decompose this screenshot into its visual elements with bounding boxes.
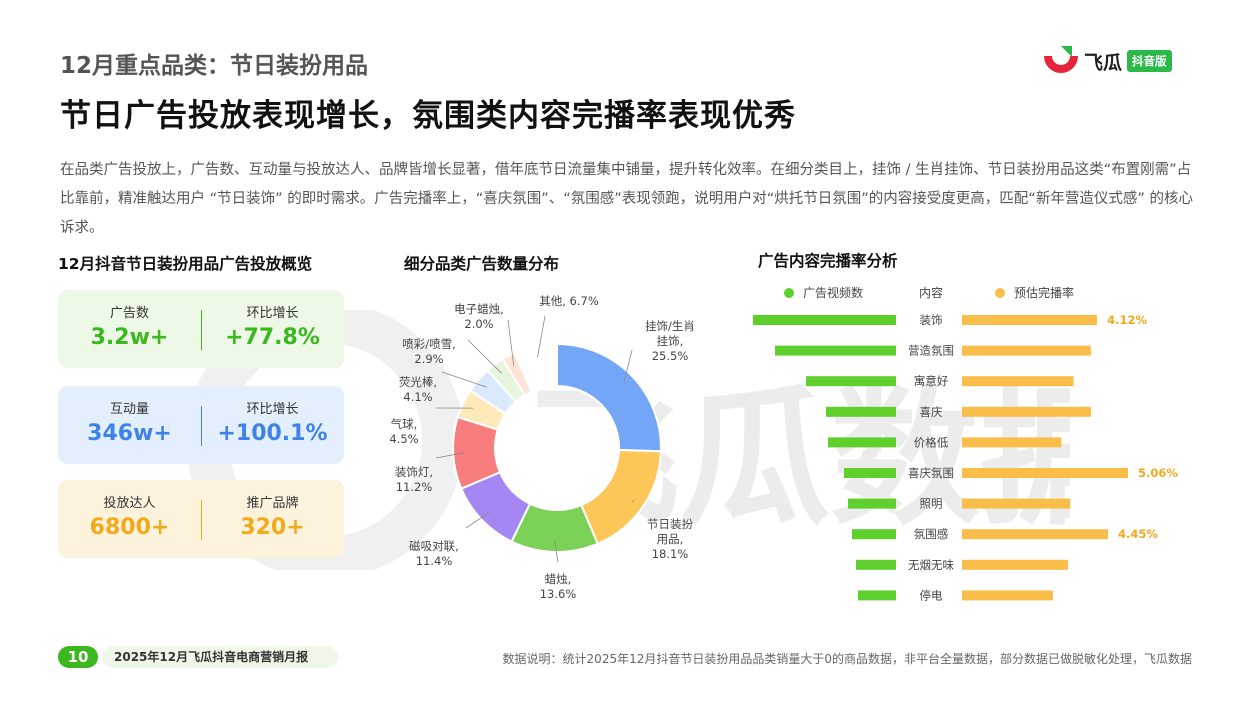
category-label: 营造氛围	[908, 344, 954, 358]
completion-rate-label: 4.45%	[1118, 527, 1158, 541]
video-count-bar	[844, 468, 896, 478]
donut-slice	[556, 342, 662, 453]
donut-slice-label: 荧光棒, 4.1%	[399, 375, 437, 404]
category-label: 停电	[920, 588, 943, 602]
donut-title: 细分品类广告数量分布	[404, 255, 560, 273]
intro-paragraph: 在品类广告投放上，广告数、互动量与投放达人、品牌皆增长显著，借年底节日流量集中铺…	[60, 162, 1193, 236]
card-value: +77.8%	[225, 325, 320, 350]
donut-leader-line	[467, 339, 502, 374]
brand-logo: 飞瓜 抖音版	[1040, 44, 1172, 78]
logo-text: 飞瓜	[1084, 51, 1123, 74]
video-count-bar	[828, 437, 896, 448]
category-label: 价格低	[914, 435, 949, 449]
video-count-bar	[852, 529, 896, 540]
category-label: 喜庆	[920, 405, 943, 419]
legend-swatch-rate	[995, 288, 1005, 298]
video-count-bar	[806, 376, 896, 387]
legend-swatch-videos	[784, 288, 794, 298]
donut-leader-line	[465, 511, 490, 529]
category-label: 装饰	[920, 313, 943, 327]
overview-title: 12月抖音节日装扮用品广告投放概览	[58, 255, 313, 273]
video-count-bar	[826, 406, 896, 417]
video-count-bar	[858, 590, 896, 601]
donut-leader-line	[623, 349, 633, 384]
completion-rate-bar	[962, 345, 1091, 356]
donut-slice-label: 其他, 6.7%	[539, 294, 599, 308]
card-value: 346w+	[87, 421, 172, 446]
logo-tag: 抖音版	[1127, 50, 1172, 72]
category-label: 照明	[920, 497, 943, 511]
card-label: 投放达人	[103, 496, 156, 511]
video-count-bar	[753, 315, 896, 325]
card-value: +100.1%	[217, 421, 328, 446]
donut-slice-label: 磁吸对联, 11.4%	[409, 539, 459, 568]
donut-slice-label: 气球, 4.5%	[389, 417, 418, 446]
donut-slice-label: 节日装扮用品, 18.1%	[647, 517, 693, 561]
interaction-card: 互动量 346w+ 环比增长 +100.1%	[58, 386, 344, 464]
donut-slice	[513, 342, 558, 393]
completion-rate-bar	[962, 559, 1068, 570]
card-label: 互动量	[109, 402, 149, 417]
donut-leader-line	[435, 452, 465, 459]
completion-rate-label: 5.06%	[1138, 466, 1178, 480]
legend-label-videos: 广告视频数	[803, 285, 863, 300]
donut-slice-label: 装饰灯, 11.2%	[395, 465, 433, 494]
data-note: 数据说明：统计2025年12月抖音节日装扮用品品类销量大于0的商品数据，非平台全…	[502, 652, 1192, 666]
bars-title: 广告内容完播率分析	[758, 252, 898, 270]
report-name: 2025年12月飞瓜抖音电商营销月报	[102, 646, 338, 668]
donut-leader-line	[554, 540, 559, 563]
video-count-bar	[775, 345, 896, 356]
donut-slice-label: 喷彩/喷雪, 2.9%	[402, 337, 456, 366]
card-value: 6800+	[89, 515, 170, 540]
card-value: 3.2w+	[90, 325, 169, 350]
card-divider	[201, 406, 202, 446]
completion-rate-label: 4.12%	[1107, 313, 1147, 327]
completion-rate-bar	[962, 529, 1108, 540]
category-donut-chart: 挂饰/生肖挂饰, 25.5% 节日装扮用品, 18.1% 蜡烛, 13.6% 磁吸对联, 11…	[389, 294, 695, 601]
completion-rate-bar	[962, 376, 1074, 387]
completion-rate-bar	[962, 406, 1091, 417]
card-label: 环比增长	[246, 306, 299, 321]
category-label: 无烟无味	[908, 558, 954, 572]
ad-count-card: 广告数 3.2w+ 环比增长 +77.8%	[58, 290, 344, 368]
completion-rate-bar	[962, 315, 1098, 325]
donut-slice-label: 挂饰/生肖挂饰, 25.5%	[645, 319, 695, 363]
influencer-card: 投放达人 6800+ 推广品牌 320+	[58, 480, 344, 558]
card-value: 320+	[240, 515, 305, 540]
card-divider	[201, 310, 202, 350]
video-count-bar	[848, 498, 896, 509]
page-subtitle: 12月重点品类：节日装扮用品	[60, 53, 369, 79]
page-number: 10	[58, 646, 98, 668]
category-label: 寓意好	[914, 374, 949, 388]
category-label: 喜庆氛围	[908, 466, 954, 480]
donut-slice-label: 蜡烛, 13.6%	[540, 572, 577, 601]
legend-label-content: 内容	[919, 285, 943, 300]
completion-rate-bar	[962, 590, 1053, 601]
category-label: 氛围感	[914, 527, 949, 541]
completion-rate-bar	[962, 468, 1128, 478]
card-divider	[201, 500, 202, 540]
video-count-bar	[856, 559, 896, 570]
card-label: 环比增长	[246, 402, 299, 417]
donut-leader-line	[537, 315, 546, 358]
page-headline: 节日广告投放表现增长，氛围类内容完播率表现优秀	[60, 98, 796, 134]
melon-logo-icon	[1044, 46, 1078, 73]
completion-rate-bar	[962, 498, 1071, 509]
donut-leader-line	[631, 500, 635, 503]
card-label: 广告数	[109, 306, 149, 321]
donut-leader-line	[441, 371, 487, 388]
legend-label-rate: 预估完播率	[1014, 285, 1074, 300]
completion-rate-bar	[962, 437, 1062, 448]
donut-slice-label: 电子蜡烛, 2.0%	[454, 302, 504, 331]
card-label: 推广品牌	[246, 496, 299, 511]
donut-leader-line	[507, 319, 515, 366]
